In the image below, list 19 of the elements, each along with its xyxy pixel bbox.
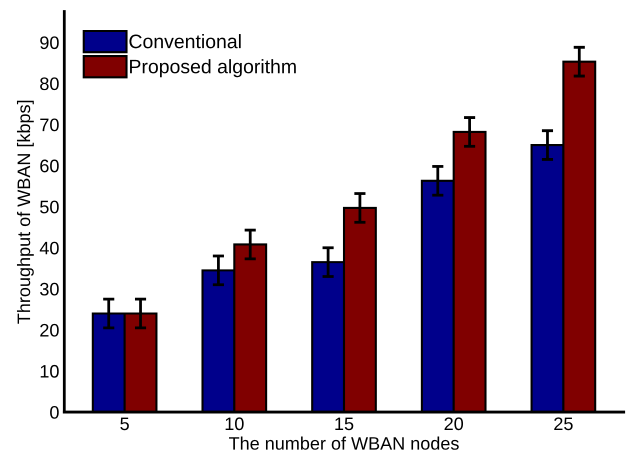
y-tick-label: 40 (40, 242, 59, 254)
x-tick-label: 20 (444, 417, 464, 430)
y-tick-label: 80 (40, 77, 59, 90)
legend-label: Conventional (129, 34, 241, 48)
legend-label: Proposed algorithm (130, 59, 296, 78)
y-tick-label: 70 (40, 118, 59, 132)
x-tick-label: 15 (335, 418, 354, 430)
y-tick-label: 90 (40, 36, 59, 50)
x-axis-title: The number of WBAN nodes (229, 436, 459, 450)
x-tick-label: 10 (226, 417, 244, 430)
y-tick-label: 50 (40, 200, 59, 214)
y-tick-label: 30 (40, 282, 59, 296)
y-tick-label: 60 (40, 160, 59, 172)
y-tick-label: 10 (40, 364, 59, 378)
y-tick-label: 0 (50, 406, 59, 419)
y-tick-label: 20 (40, 324, 59, 337)
y-axis-title: Throughput of WBAN [kbps] (16, 100, 34, 324)
x-tick-label: 25 (554, 417, 573, 430)
x-tick-label: 5 (120, 418, 129, 430)
